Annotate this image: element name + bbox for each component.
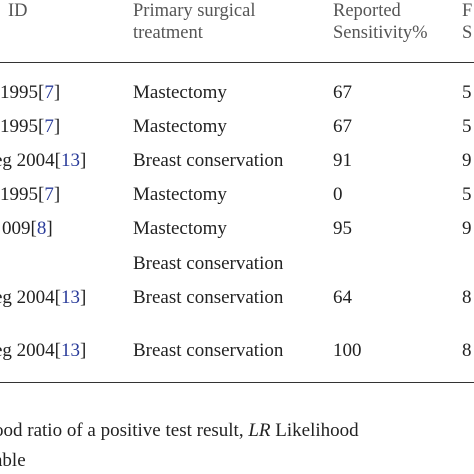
table-row-7-id: eg 2004[13] bbox=[0, 287, 87, 308]
table-row-5-sensitivity: 95 bbox=[333, 218, 352, 239]
table-row-8-treatment: Breast conservation bbox=[133, 340, 284, 361]
table-row-2-treatment: Mastectomy bbox=[133, 116, 227, 137]
header-next-col-line1: F bbox=[462, 1, 473, 21]
table-row-6-treatment: Breast conservation bbox=[133, 253, 284, 274]
header-rule bbox=[0, 62, 474, 63]
table-row-8-sensitivity: 100 bbox=[333, 340, 362, 361]
table-row-2-sensitivity: 67 bbox=[333, 116, 352, 137]
table-row-4-next: 5 bbox=[462, 184, 472, 205]
table-row-8-next: 8 bbox=[462, 340, 472, 361]
header-treatment: Primary surgical treatment bbox=[133, 1, 256, 43]
footnote-line-1: ood ratio of a positive test result, LR … bbox=[0, 420, 359, 441]
bottom-rule bbox=[0, 382, 474, 383]
citation-link[interactable]: 13 bbox=[61, 150, 81, 171]
citation-link[interactable]: 7 bbox=[44, 184, 54, 205]
table-row-5-treatment: Mastectomy bbox=[133, 218, 227, 239]
citation-link[interactable]: 8 bbox=[36, 218, 47, 239]
table-row-4-sensitivity: 0 bbox=[333, 184, 343, 205]
table-row-3-treatment: Breast conservation bbox=[133, 150, 284, 171]
table-row-3-id: eg 2004[13] bbox=[0, 150, 87, 171]
table-row-7-next: 8 bbox=[462, 287, 472, 308]
header-next-col-line2: S bbox=[462, 23, 473, 43]
table-row-1-next: 5 bbox=[462, 82, 472, 103]
table-row-2-next: 5 bbox=[462, 116, 472, 137]
header-id: ID bbox=[8, 1, 28, 21]
citation-link[interactable]: 13 bbox=[61, 340, 81, 361]
header-sensitivity: Reported Sensitivity% bbox=[333, 1, 428, 43]
table-row-5-id: 009[8] bbox=[2, 218, 53, 239]
table-row-8-id: eg 2004[13] bbox=[0, 340, 87, 361]
table-row-1-treatment: Mastectomy bbox=[133, 82, 227, 103]
table-row-7-sensitivity: 64 bbox=[333, 287, 352, 308]
table-row-2-id: 1995[7] bbox=[0, 116, 61, 137]
table-row-3-next: 9 bbox=[462, 150, 472, 171]
table-row-5-next: 9 bbox=[462, 218, 472, 239]
table-row-7-treatment: Breast conservation bbox=[133, 287, 284, 308]
table-row-3-sensitivity: 91 bbox=[333, 150, 352, 171]
citation-link[interactable]: 7 bbox=[44, 82, 54, 103]
table-row-1-id: 1995[7] bbox=[0, 82, 61, 103]
footnote-line-2: able bbox=[0, 450, 26, 471]
citation-link[interactable]: 13 bbox=[61, 287, 81, 308]
table-row-4-id: 1995[7] bbox=[0, 184, 61, 205]
table-row-4-treatment: Mastectomy bbox=[133, 184, 227, 205]
table-row-1-sensitivity: 67 bbox=[333, 82, 352, 103]
citation-link[interactable]: 7 bbox=[44, 116, 54, 137]
